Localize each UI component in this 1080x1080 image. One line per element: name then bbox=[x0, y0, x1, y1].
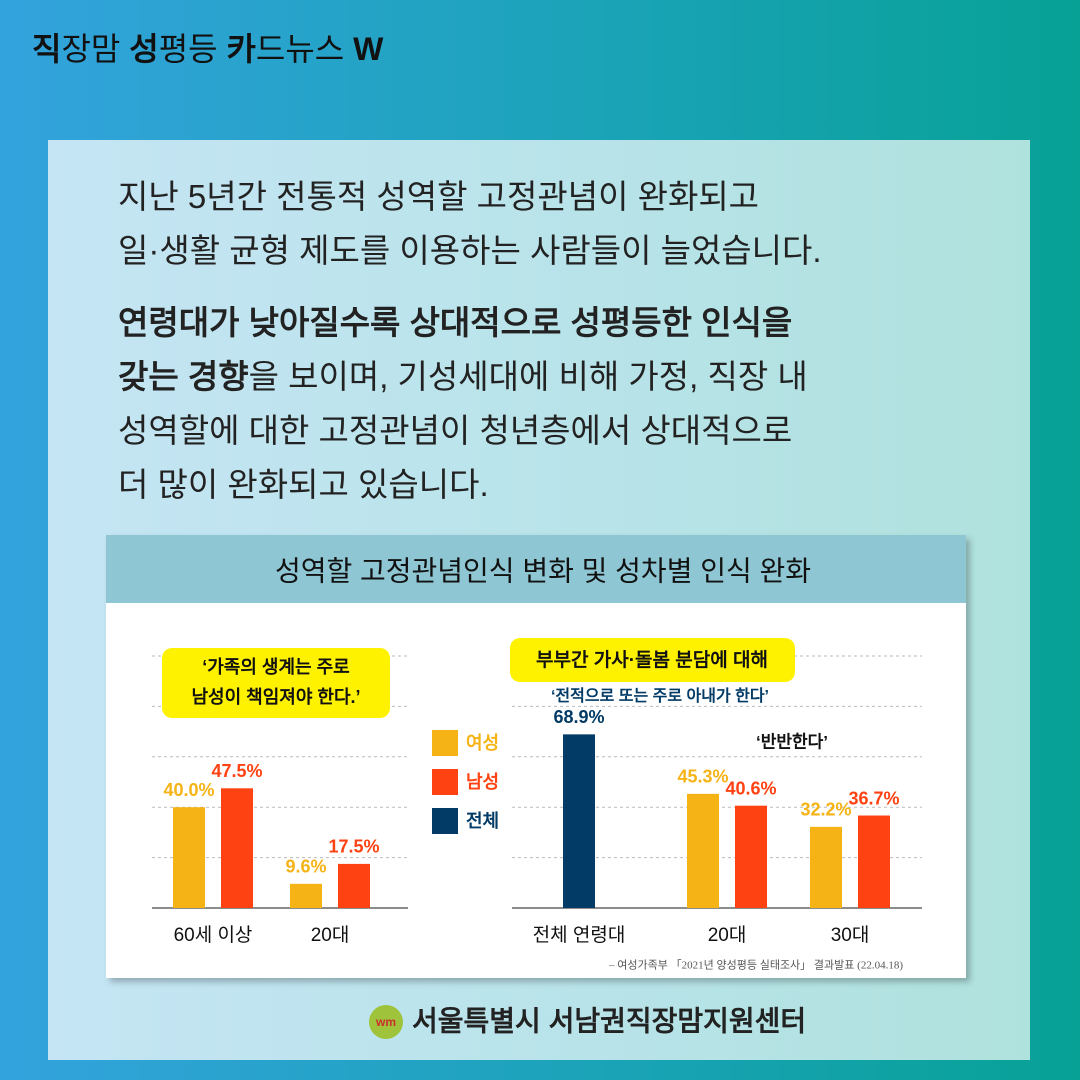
x-tick-label: 전체 연령대 bbox=[533, 924, 626, 946]
value-label: 32.2% bbox=[800, 800, 851, 820]
value-label: 36.7% bbox=[848, 788, 899, 808]
chart-title: 부부간 가사·돌봄 분담에 대해 bbox=[536, 649, 768, 671]
intro-line: 지난 5년간 전통적 성역할 고정관념이 완화되고 bbox=[118, 178, 760, 215]
body-segment: 성역할에 대한 고정관념이 청년층에서 상대적으로 bbox=[118, 412, 793, 449]
legend-swatch bbox=[432, 808, 458, 834]
legend-label: 전체 bbox=[466, 811, 499, 831]
chart-card-header bbox=[106, 535, 966, 603]
bar bbox=[687, 793, 719, 908]
legend-swatch bbox=[432, 769, 458, 795]
header-segment: 평등 bbox=[158, 31, 227, 67]
footer-org: 서울특별시 서남권직장맘지원센터 bbox=[412, 1005, 806, 1036]
value-label: 45.3% bbox=[677, 767, 728, 787]
body-segment: 갖는 경향 bbox=[118, 358, 249, 395]
bar bbox=[338, 863, 370, 908]
header-segment: 카 bbox=[226, 31, 256, 67]
value-label: 40.0% bbox=[163, 780, 214, 800]
header-segment: 직 bbox=[32, 31, 62, 67]
bar bbox=[221, 788, 253, 908]
bar bbox=[858, 815, 890, 908]
panel-title: 성역할 고정관념인식 변화 및 성차별 인식 완화 bbox=[275, 555, 811, 586]
body-segment: 연령대가 낮아질수록 상대적으로 성평등한 인식을 bbox=[118, 304, 793, 341]
header-segment: 드뉴스 bbox=[255, 31, 354, 67]
intro-line: 일·생활 균형 제도를 이용하는 사람들이 늘었습니다. bbox=[118, 232, 822, 269]
x-tick-label: 20대 bbox=[708, 924, 747, 946]
bar bbox=[173, 807, 205, 908]
x-tick-label: 60세 이상 bbox=[174, 924, 253, 946]
body-segment: 을 보이며, 기성세대에 비해 가정, 직장 내 bbox=[248, 358, 808, 395]
value-label: 68.9% bbox=[553, 707, 604, 727]
value-label: 40.6% bbox=[725, 778, 776, 798]
title-box bbox=[510, 638, 795, 682]
logo-mark: wm bbox=[375, 1015, 396, 1029]
body-segment: 더 많이 완화되고 있습니다. bbox=[118, 466, 489, 503]
header: 직장맘 성평등 카드뉴스 W bbox=[32, 24, 383, 70]
legend-label: 여성 bbox=[466, 733, 499, 753]
bar bbox=[735, 805, 767, 908]
header-segment: 장맘 bbox=[61, 31, 130, 67]
chart-subtitle: ‘전적으로 또는 주로 아내가 한다’ bbox=[551, 686, 769, 705]
x-tick-label: 30대 bbox=[831, 924, 870, 946]
bar bbox=[290, 883, 322, 908]
legend-label: 남성 bbox=[466, 772, 499, 792]
bar bbox=[563, 734, 595, 908]
legend-swatch bbox=[432, 730, 458, 756]
header-segment: W bbox=[353, 31, 384, 67]
annotation: ‘반반한다’ bbox=[756, 732, 828, 751]
source: – 여성가족부 「2021년 양성평등 실태조사」 결과발표 (22.04.18… bbox=[608, 959, 903, 972]
annotation-box bbox=[162, 648, 390, 718]
bar bbox=[810, 826, 842, 908]
value-label: 17.5% bbox=[328, 837, 379, 857]
value-label: 9.6% bbox=[285, 857, 326, 877]
logo-icon bbox=[369, 1005, 403, 1039]
x-tick-label: 20대 bbox=[311, 924, 350, 946]
annotation: ‘가족의 생계는 주로 bbox=[202, 657, 349, 677]
header-segment: 성 bbox=[129, 31, 159, 67]
value-label: 47.5% bbox=[211, 761, 262, 781]
annotation: 남성이 책임져야 한다.’ bbox=[191, 687, 360, 707]
